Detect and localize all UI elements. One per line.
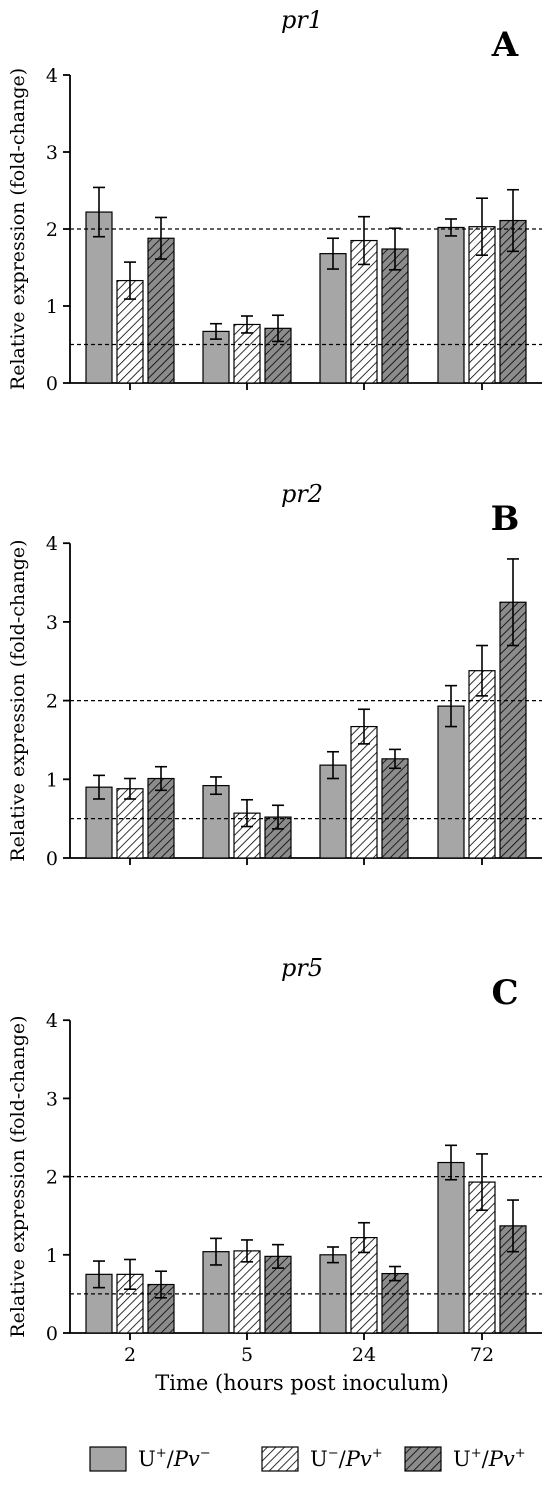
legend-swatch (261, 1446, 299, 1472)
legend-label: U−/Pv+ (310, 1446, 383, 1471)
legend-entry: U−/Pv+ (261, 1446, 383, 1472)
bar (202, 784, 230, 859)
bar (264, 1255, 292, 1334)
panel-letter: B (491, 499, 520, 539)
bar (350, 1236, 378, 1334)
y-tick-label: 0 (46, 848, 58, 870)
panel-letter: C (491, 973, 518, 1013)
bar (381, 1272, 409, 1334)
y-tick-label: 1 (46, 1245, 58, 1267)
legend-entry: U+/Pv+ (404, 1446, 526, 1472)
bar (233, 323, 261, 384)
bar (147, 237, 175, 384)
y-tick-label: 4 (46, 65, 58, 87)
bar (319, 253, 347, 384)
legend-label: U+/Pv− (138, 1446, 211, 1471)
y-tick-label: 0 (46, 1323, 58, 1345)
bar (381, 248, 409, 384)
x-tick-label: 24 (352, 1344, 376, 1366)
y-tick-label: 0 (46, 373, 58, 395)
x-axis-label: Time (hours post inoculum) (155, 1371, 449, 1395)
bar (202, 330, 230, 384)
y-tick-label: 4 (46, 533, 58, 555)
y-tick-label: 3 (46, 142, 58, 164)
y-axis-label: Relative expression (fold-change) (7, 68, 29, 390)
panel-title: pr5 (281, 954, 323, 982)
panel-title: pr2 (281, 480, 323, 508)
bar (468, 670, 496, 859)
x-tick-label: 5 (241, 1344, 253, 1366)
y-tick-label: 2 (46, 691, 58, 713)
bar (85, 211, 113, 384)
panel-b: pr2 B 0 1 2 3 4 Relative expression (fold-chang… (7, 480, 542, 870)
legend-entry: U+/Pv− (89, 1446, 211, 1472)
legend-swatch (404, 1446, 442, 1472)
y-tick-label: 2 (46, 1167, 58, 1189)
bar (202, 1251, 230, 1334)
y-tick-label: 1 (46, 296, 58, 318)
panel-c: pr5 C 0 1 2 3 4 Relative expression (fold-chang… (7, 954, 542, 1366)
bar (437, 226, 465, 384)
legend-swatch (89, 1446, 127, 1472)
y-axis-label: Relative expression (fold-change) (7, 539, 29, 861)
legend-label: U+/Pv+ (453, 1446, 526, 1471)
bar (381, 758, 409, 859)
panel-title: pr1 (281, 6, 323, 34)
legend: U+/Pv− U−/Pv+ U+/Pv+ (89, 1446, 526, 1472)
y-tick-label: 3 (46, 1088, 58, 1110)
y-tick-label: 3 (46, 612, 58, 634)
bar (437, 1161, 465, 1334)
bar (350, 725, 378, 859)
y-tick-label: 1 (46, 769, 58, 791)
bar (437, 705, 465, 859)
x-tick-label: 72 (470, 1344, 494, 1366)
x-tick-label: 2 (124, 1344, 136, 1366)
y-tick-label: 4 (46, 1010, 58, 1032)
panel-a: pr1 A 0 1 2 3 4 Relative expression (fold-chang… (7, 6, 542, 395)
y-tick-label: 2 (46, 219, 58, 241)
panel-letter: A (491, 25, 519, 65)
bar (233, 1250, 261, 1334)
y-axis-label: Relative expression (fold-change) (7, 1015, 29, 1337)
